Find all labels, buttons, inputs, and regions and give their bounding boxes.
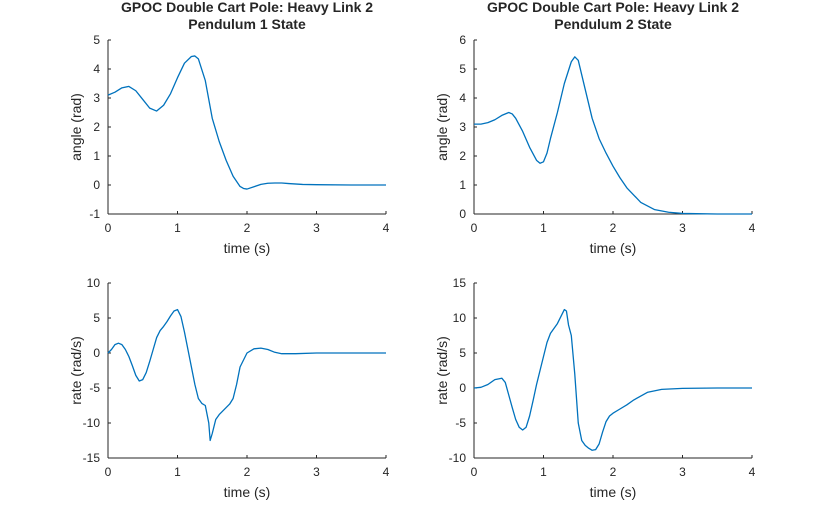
x-tick-label: 3	[679, 465, 686, 479]
y-tick-label: 4	[93, 62, 100, 76]
x-axis-label: time (s)	[224, 240, 271, 256]
x-tick-label: 0	[471, 465, 478, 479]
series-line-rate	[107, 308, 386, 442]
y-axis-label: angle (rad)	[434, 93, 450, 161]
x-tick-label: 4	[383, 465, 390, 479]
y-tick-label: 5	[459, 346, 466, 360]
x-axis-label: time (s)	[224, 484, 271, 500]
x-tick-label: 4	[749, 465, 756, 479]
x-axis-label: time (s)	[590, 484, 637, 500]
y-tick-label: 0	[93, 346, 100, 360]
x-tick-label: 1	[540, 465, 547, 479]
subplot-pendulum-2-angle: GPOC Double Cart Pole: Heavy Link 2Pendu…	[434, 0, 756, 256]
x-tick-label: 3	[313, 465, 320, 479]
chart-title-line: GPOC Double Cart Pole: Heavy Link 2	[487, 0, 739, 15]
y-tick-label: 5	[459, 62, 466, 76]
y-tick-label: 0	[93, 178, 100, 192]
x-tick-label: 1	[174, 465, 181, 479]
y-axis-label: angle (rad)	[68, 93, 84, 161]
y-tick-label: -15	[83, 451, 101, 465]
x-tick-label: 1	[174, 221, 181, 235]
y-tick-label: -5	[89, 381, 100, 395]
y-tick-label: 10	[87, 276, 101, 290]
y-tick-label: 2	[459, 149, 466, 163]
y-tick-label: 2	[93, 120, 100, 134]
x-tick-label: 3	[679, 221, 686, 235]
chart-title-line: GPOC Double Cart Pole: Heavy Link 2	[121, 0, 373, 15]
subplot-pendulum-1-angle: GPOC Double Cart Pole: Heavy Link 2Pendu…	[68, 0, 390, 256]
series-line-angle	[474, 56, 752, 215]
x-tick-label: 0	[105, 465, 112, 479]
y-axis-label: rate (rad/s)	[434, 336, 450, 404]
x-tick-label: 1	[540, 221, 547, 235]
x-tick-label: 2	[244, 465, 251, 479]
y-tick-label: 6	[459, 33, 466, 47]
y-tick-label: 5	[93, 311, 100, 325]
x-tick-label: 2	[610, 465, 617, 479]
chart-title-line: Pendulum 1 State	[188, 16, 306, 32]
chart-title-line: Pendulum 2 State	[554, 16, 672, 32]
y-tick-label: 5	[93, 33, 100, 47]
y-tick-label: -10	[83, 416, 101, 430]
y-tick-label: -10	[449, 451, 467, 465]
x-tick-label: 4	[749, 221, 756, 235]
x-axis-label: time (s)	[590, 240, 637, 256]
y-tick-label: 4	[459, 91, 466, 105]
y-tick-label: 1	[93, 149, 100, 163]
series-line-angle	[107, 55, 386, 190]
y-tick-label: 3	[459, 120, 466, 134]
y-tick-label: 3	[93, 91, 100, 105]
y-tick-label: 10	[453, 311, 467, 325]
y-tick-label: -5	[455, 416, 466, 430]
x-tick-label: 4	[383, 221, 390, 235]
subplot-pendulum-1-rate: 0 1 2 3 4 -15 -10 -5 0 5 10 time (s) rate (rad/s)	[68, 276, 390, 500]
subplot-pendulum-2-rate: 0 1 2 3 4 -10 -5 0 5 10 15 time (s) rate (rad/s)	[434, 276, 756, 500]
y-tick-label: 0	[459, 207, 466, 221]
y-tick-label: -1	[89, 207, 100, 221]
y-tick-label: 1	[459, 178, 466, 192]
x-tick-label: 0	[105, 221, 112, 235]
y-tick-label: 15	[453, 276, 467, 290]
y-tick-label: 0	[459, 381, 466, 395]
y-axis-label: rate (rad/s)	[68, 336, 84, 404]
x-tick-label: 0	[471, 221, 478, 235]
x-tick-label: 2	[244, 221, 251, 235]
x-tick-label: 2	[610, 221, 617, 235]
series-line-rate	[473, 308, 752, 451]
x-tick-label: 3	[313, 221, 320, 235]
